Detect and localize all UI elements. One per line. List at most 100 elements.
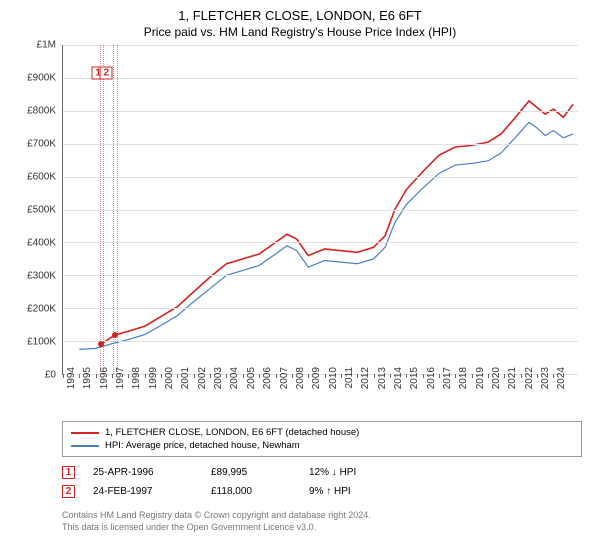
sale-marker: 2	[100, 66, 113, 79]
y-tick-label: £400K	[27, 238, 56, 249]
x-tick-label: 2018	[458, 367, 469, 389]
y-tick-label: £1M	[37, 40, 56, 51]
x-tick-label: 2021	[507, 367, 518, 389]
legend-row: HPI: Average price, detached house, Newh…	[71, 439, 573, 452]
y-tick-label: £200K	[27, 304, 56, 315]
x-tick-label: 2008	[295, 367, 306, 389]
x-tick	[374, 374, 375, 378]
gridline	[63, 144, 578, 145]
gridline	[63, 210, 578, 211]
event-price: £118,000	[211, 486, 291, 497]
event-price: £89,995	[211, 467, 291, 478]
legend-row: 1, FLETCHER CLOSE, LONDON, E6 6FT (detac…	[71, 426, 573, 439]
event-index: 2	[62, 485, 75, 498]
x-tick	[226, 374, 227, 378]
y-tick-label: £0	[45, 370, 56, 381]
x-tick	[276, 374, 277, 378]
y-tick-label: £300K	[27, 271, 56, 282]
chart-area: £0 £100K £200K £300K £400K £500K £600K £700K £80…	[18, 45, 578, 415]
x-tick	[177, 374, 178, 378]
x-tick	[161, 374, 162, 378]
x-tick-label: 2012	[360, 367, 371, 389]
x-tick	[537, 374, 538, 378]
x-tick-label: 2006	[262, 367, 273, 389]
x-tick-label: 2024	[556, 367, 567, 389]
legend-swatch	[71, 432, 99, 434]
x-tick-label: 2015	[409, 367, 420, 389]
x-tick	[63, 374, 64, 378]
gridline	[63, 45, 578, 46]
chart-container: 1, FLETCHER CLOSE, LONDON, E6 6FT Price …	[0, 0, 600, 541]
x-tick	[357, 374, 358, 378]
x-tick	[259, 374, 260, 378]
chart-subtitle: Price paid vs. HM Land Registry's House …	[8, 25, 592, 39]
y-tick-label: £600K	[27, 172, 56, 183]
x-tick	[79, 374, 80, 378]
x-tick	[455, 374, 456, 378]
x-tick-label: 1999	[148, 367, 159, 389]
x-tick	[96, 374, 97, 378]
x-tick	[194, 374, 195, 378]
plot-area: 1994199519961997199819992000200120022003…	[62, 45, 578, 375]
x-tick-label: 2000	[164, 367, 175, 389]
x-tick-label: 2020	[491, 367, 502, 389]
event-row: 125-APR-1996£89,99512% ↓ HPI	[62, 463, 582, 482]
gridline	[63, 78, 578, 79]
x-tick	[406, 374, 407, 378]
y-tick-label: £500K	[27, 205, 56, 216]
events-table: 125-APR-1996£89,99512% ↓ HPI224-FEB-1997…	[62, 463, 582, 501]
footer: Contains HM Land Registry data © Crown c…	[62, 509, 582, 533]
sale-dot	[112, 332, 118, 338]
x-tick-label: 1994	[66, 367, 77, 389]
x-tick	[243, 374, 244, 378]
y-tick-label: £100K	[27, 337, 56, 348]
x-tick	[145, 374, 146, 378]
y-axis: £0£100K£200K£300K£400K£500K£600K£700K£80…	[18, 45, 62, 375]
y-tick-label: £800K	[27, 106, 56, 117]
x-tick	[423, 374, 424, 378]
gridline	[63, 242, 578, 243]
x-tick	[341, 374, 342, 378]
x-tick-label: 2005	[246, 367, 257, 389]
x-tick	[325, 374, 326, 378]
footer-line-1: Contains HM Land Registry data © Crown c…	[62, 509, 582, 521]
event-date: 24-FEB-1997	[93, 486, 193, 497]
x-tick-label: 2001	[180, 367, 191, 389]
gridline	[63, 111, 578, 112]
x-tick-label: 2004	[229, 367, 240, 389]
x-tick	[308, 374, 309, 378]
gridline	[63, 308, 578, 309]
legend-label: 1, FLETCHER CLOSE, LONDON, E6 6FT (detac…	[105, 427, 359, 438]
x-tick	[439, 374, 440, 378]
y-tick-label: £700K	[27, 139, 56, 150]
x-tick-label: 1995	[82, 367, 93, 389]
legend-swatch	[71, 445, 99, 447]
x-tick-label: 2003	[213, 367, 224, 389]
chart-title: 1, FLETCHER CLOSE, LONDON, E6 6FT	[8, 8, 592, 23]
x-tick-label: 2019	[475, 367, 486, 389]
x-tick	[488, 374, 489, 378]
y-tick-label: £900K	[27, 73, 56, 84]
x-tick-label: 2016	[426, 367, 437, 389]
x-tick-label: 2014	[393, 367, 404, 389]
x-tick	[521, 374, 522, 378]
legend-label: HPI: Average price, detached house, Newh…	[105, 440, 300, 451]
x-tick	[128, 374, 129, 378]
gridline	[63, 341, 578, 342]
x-tick-label: 2011	[344, 367, 355, 389]
x-tick	[472, 374, 473, 378]
x-tick-label: 1998	[131, 367, 142, 389]
event-band	[113, 45, 117, 374]
sale-dot	[98, 341, 104, 347]
event-diff: 12% ↓ HPI	[309, 467, 409, 478]
footer-line-2: This data is licensed under the Open Gov…	[62, 521, 582, 533]
event-row: 224-FEB-1997£118,0009% ↑ HPI	[62, 482, 582, 501]
x-tick-label: 2023	[540, 367, 551, 389]
x-tick	[112, 374, 113, 378]
x-tick	[292, 374, 293, 378]
x-tick-label: 2010	[328, 367, 339, 389]
x-tick	[210, 374, 211, 378]
legend: 1, FLETCHER CLOSE, LONDON, E6 6FT (detac…	[62, 421, 582, 457]
x-tick-label: 2007	[279, 367, 290, 389]
x-tick-label: 2002	[197, 367, 208, 389]
